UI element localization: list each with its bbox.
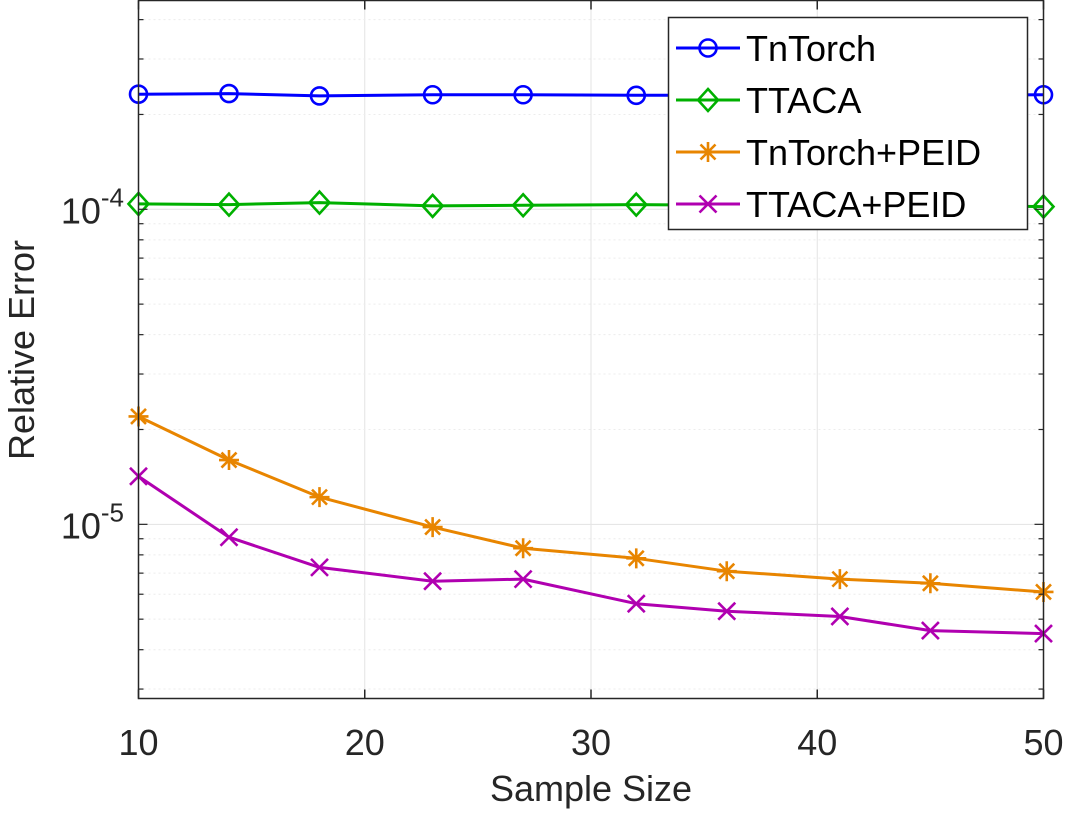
legend-entry: TnTorch <box>676 28 876 69</box>
legend-marker <box>696 87 720 113</box>
x-tick-label: 40 <box>797 722 837 763</box>
data-point <box>513 538 534 559</box>
data-point <box>219 450 239 471</box>
data-point <box>513 84 533 105</box>
data-point <box>420 192 445 219</box>
grid <box>138 0 1044 699</box>
data-point <box>513 569 533 589</box>
data-point <box>423 571 443 591</box>
legend: TnTorch TTACA TnTorch+PEID TTACA+PEID <box>667 16 1029 231</box>
data-point <box>422 84 443 105</box>
x-tick-label: 30 <box>571 722 611 763</box>
series-ttaca-plus-peid <box>129 466 1053 644</box>
y-tick-label: 10-4 <box>61 182 124 231</box>
data-point <box>717 601 737 621</box>
data-point <box>920 573 941 594</box>
data-point <box>219 83 239 104</box>
legend-marker <box>698 38 718 58</box>
data-point <box>310 557 329 577</box>
data-point <box>309 487 330 508</box>
legend-entry: TnTorch+PEID <box>676 132 981 173</box>
data-point <box>422 517 443 538</box>
ticks: 10 20 30 40 50 10-4 10-5 <box>61 0 1064 763</box>
y-axis-title: Relative Error <box>1 240 42 460</box>
x-axis-title: Sample Size <box>490 768 692 809</box>
legend-box <box>667 16 1029 231</box>
data-point <box>309 86 330 106</box>
series-tntorch-plus-peid <box>128 406 1054 602</box>
legend-marker <box>698 194 718 214</box>
data-point <box>217 191 241 218</box>
data-point <box>626 85 647 106</box>
data-point <box>716 561 737 582</box>
legend-label: TTACA+PEID <box>746 184 966 225</box>
legend-label: TnTorch <box>746 28 876 69</box>
data-point <box>829 569 850 590</box>
legend-entry: TTACA+PEID <box>676 184 966 225</box>
legend-label: TTACA <box>746 80 861 121</box>
legend-marker <box>698 142 718 162</box>
data-point <box>624 191 649 218</box>
series-line <box>137 415 1044 594</box>
x-tick-label: 50 <box>1023 722 1063 763</box>
data-point <box>626 548 647 569</box>
legend-label: TnTorch+PEID <box>746 132 981 173</box>
y-tick-label: 10-5 <box>61 497 124 546</box>
data-point <box>920 621 940 640</box>
data-point <box>219 527 239 547</box>
data-point <box>511 192 535 219</box>
data-point <box>830 607 850 626</box>
data-point <box>626 594 646 614</box>
legend-entry: TTACA <box>676 80 861 121</box>
x-tick-label: 20 <box>345 722 385 763</box>
x-tick-label: 10 <box>118 722 158 763</box>
data-point <box>307 189 332 216</box>
series-line <box>137 475 1044 636</box>
